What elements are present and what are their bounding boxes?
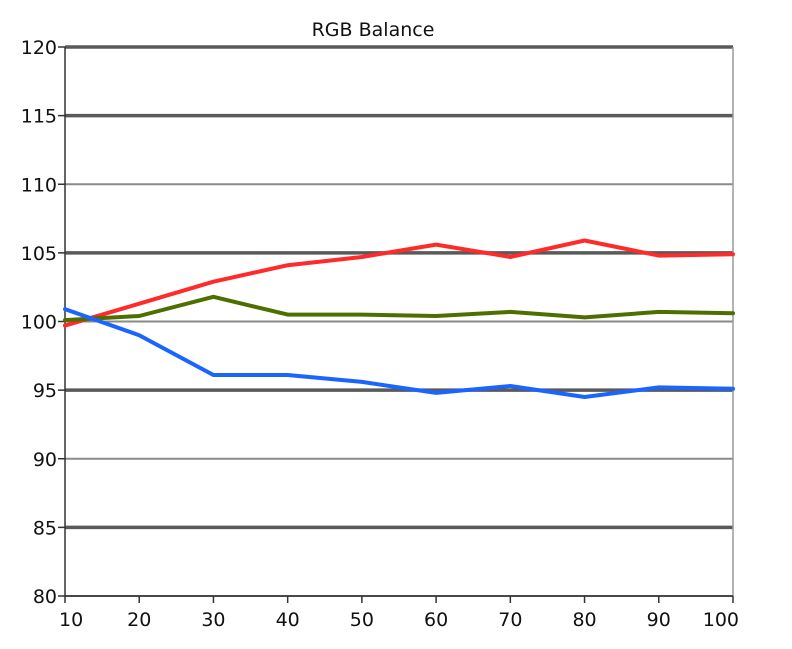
y-tick-label-115: 115 (21, 106, 57, 128)
y-tick-label-120: 120 (21, 37, 57, 59)
y-tick-label-110: 110 (21, 174, 57, 196)
x-tick-label-100: 100 (703, 609, 739, 631)
y-tick-label-100: 100 (21, 312, 57, 334)
x-tick-label-60: 60 (424, 609, 448, 631)
y-tick-label-105: 105 (21, 243, 57, 265)
y-tick-label-90: 90 (33, 449, 57, 471)
x-tick-label-20: 20 (127, 609, 151, 631)
series-line-0 (63, 238, 735, 328)
x-tick-label-50: 50 (350, 609, 374, 631)
series-lines (63, 238, 735, 399)
x-tick-label-80: 80 (572, 609, 596, 631)
series-line-2 (63, 307, 735, 399)
y-tick-label-85: 85 (33, 517, 57, 539)
x-tick-label-40: 40 (276, 609, 300, 631)
x-tick-label-70: 70 (498, 609, 522, 631)
x-tick-label-10: 10 (59, 609, 83, 631)
series-line-1 (63, 294, 735, 323)
tick-labels: 80 85 90 95 100 105 110 115 120 10 20 30 40 50 60 70 80 9… (21, 37, 739, 631)
axes (58, 46, 734, 603)
y-tick-label-95: 95 (33, 380, 57, 402)
chart-title: RGB Balance (312, 19, 435, 41)
x-tick-label-90: 90 (647, 609, 671, 631)
gridlines (65, 45, 733, 597)
x-tick-label-30: 30 (201, 609, 225, 631)
y-tick-label-80: 80 (33, 586, 57, 608)
